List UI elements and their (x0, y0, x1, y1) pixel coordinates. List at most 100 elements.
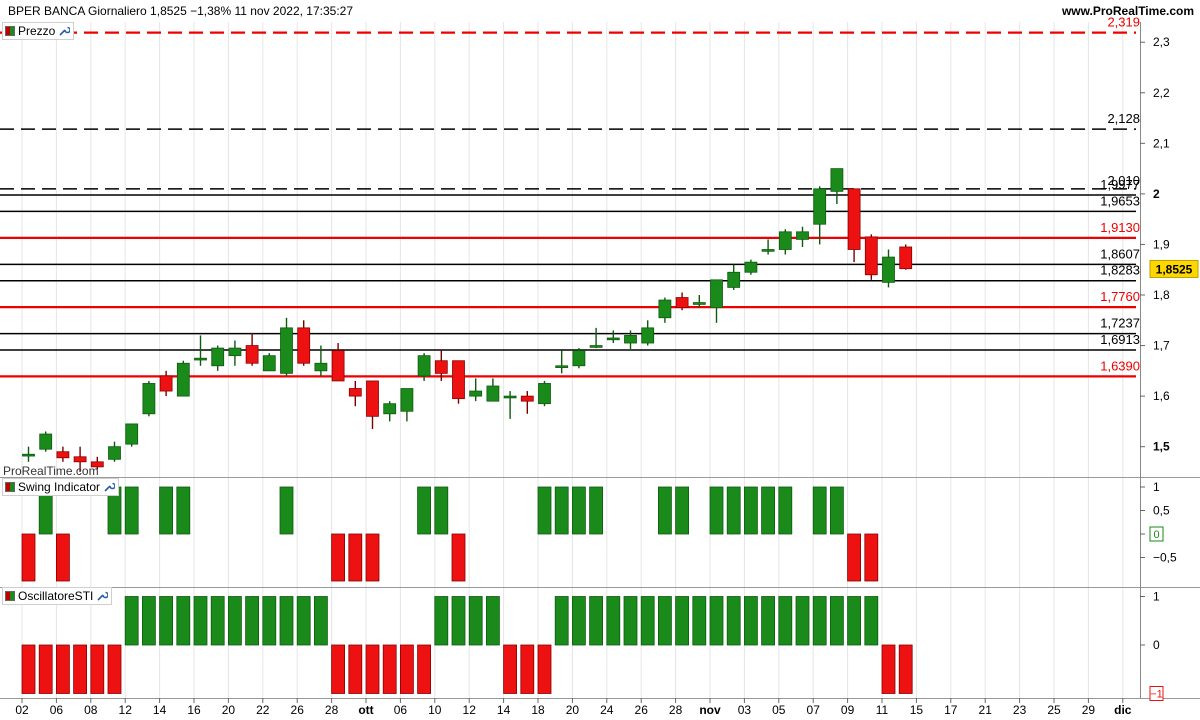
indicator-bar (90, 644, 105, 694)
indicator-bar (554, 596, 569, 646)
x-tick-label: 10 (428, 703, 442, 717)
panel-label-swing[interactable]: Swing Indicator (2, 478, 120, 496)
indicator-bar (468, 596, 483, 646)
level-label: 1,8607 (1100, 246, 1140, 261)
top-bar: BPER BANCA Giornaliero 1,8525 −1,38% 11 … (0, 0, 1200, 22)
candle-body (761, 249, 775, 252)
y-tick-label: 0,5 (1153, 504, 1170, 518)
panel-label-oscillator[interactable]: OscillatoreSTI (2, 587, 113, 605)
x-tick-label: 25 (1047, 703, 1061, 717)
last-value-label: 0 (1153, 529, 1159, 541)
indicator-bar (623, 596, 638, 646)
y-tick-label: 2,3 (1153, 35, 1170, 49)
y-tick-label: 1 (1153, 480, 1160, 494)
y-tick-label: 2,2 (1153, 86, 1170, 100)
candle-body (245, 345, 259, 364)
candle-body (520, 395, 534, 402)
indicator-bar (658, 596, 672, 646)
indicator-bar (709, 486, 724, 535)
panel-label-price[interactable]: Prezzo (2, 22, 75, 40)
indicator-bar (744, 596, 758, 646)
candle-body (142, 383, 156, 415)
candle-body (366, 380, 379, 417)
indicator-bar (847, 533, 861, 582)
level-label: 2,010 (1107, 173, 1140, 188)
x-tick-label: 23 (1013, 703, 1027, 717)
level-label: 1,6390 (1100, 358, 1140, 373)
last-price-label: 1,8525 (1156, 262, 1193, 276)
candle-body (211, 347, 225, 367)
candle-body (314, 362, 328, 372)
indicator-bar (227, 596, 242, 646)
wrench-icon[interactable] (103, 481, 116, 493)
candle-body (813, 188, 827, 225)
candle-body (830, 168, 844, 192)
indicator-bar (864, 533, 879, 582)
level-label: 1,6913 (1100, 332, 1140, 347)
indicator-bar (658, 486, 672, 535)
candle-body (796, 231, 809, 240)
indicator-bar (589, 596, 603, 646)
candle-body (486, 385, 500, 402)
x-tick-label: 14 (497, 703, 511, 717)
level-label: 1,9653 (1100, 193, 1140, 208)
indicator-bar (124, 486, 139, 535)
candle-body (262, 355, 276, 372)
candle-body (159, 375, 173, 392)
indicator-bar (159, 486, 174, 535)
candle-body (56, 451, 70, 459)
indicator-bar (73, 644, 87, 694)
level-label: 1,8283 (1100, 263, 1140, 278)
indicator-bar (193, 596, 208, 646)
indicator-bar (830, 596, 844, 646)
indicator-bar (554, 486, 569, 535)
candle-body (469, 390, 483, 397)
x-tick-label: 08 (84, 703, 98, 717)
indicator-bar (572, 486, 586, 535)
indicator-bar (812, 486, 827, 535)
indicator-bar (365, 533, 380, 582)
indicator-bar (279, 596, 294, 646)
indicator-bar (537, 644, 552, 694)
panel-title: OscillatoreSTI (18, 589, 94, 603)
swing-bars (21, 486, 879, 582)
website-link[interactable]: www.ProRealTime.com (1061, 4, 1194, 18)
candle-body (606, 337, 620, 341)
candle-body (778, 231, 792, 250)
x-tick-label: nov (699, 703, 721, 717)
indicator-bar (124, 596, 139, 646)
candle-body (675, 297, 689, 309)
indicator-bar (331, 644, 346, 694)
x-tick-label: ott (358, 703, 373, 717)
candle-body (400, 388, 414, 412)
indicator-bar (485, 596, 500, 646)
candle-body (331, 350, 345, 382)
x-tick-label: 15 (910, 703, 924, 717)
candle-body (589, 345, 603, 348)
indicator-bar (21, 533, 36, 582)
x-tick-label: 12 (119, 703, 133, 717)
color-swatch-icon (5, 591, 15, 601)
x-tick-label: 02 (15, 703, 29, 717)
candle-body (176, 362, 190, 397)
panel-title: Swing Indicator (18, 480, 101, 494)
watermark: ProRealTime.com (3, 464, 99, 478)
y-tick-label: 1,7 (1153, 339, 1170, 353)
indicator-bar (726, 596, 741, 646)
x-tick-label: 24 (600, 703, 614, 717)
color-swatch-icon (5, 482, 15, 492)
x-tick-label: 28 (669, 703, 683, 717)
y-tick-label: 1,5 (1153, 440, 1170, 454)
indicator-bar (38, 644, 53, 694)
y-tick-label: 1,6 (1153, 389, 1170, 403)
indicator-bar (417, 644, 432, 694)
wrench-icon[interactable] (58, 25, 71, 37)
x-tick-label: 16 (187, 703, 201, 717)
chart-title: BPER BANCA Giornaliero 1,8525 −1,38% 11 … (8, 4, 354, 18)
indicator-bar (778, 596, 793, 646)
wrench-icon[interactable] (96, 590, 109, 602)
indicator-bar (761, 486, 775, 535)
last-value-badge (1149, 526, 1164, 542)
level-label: 1,9977 (1100, 177, 1140, 192)
